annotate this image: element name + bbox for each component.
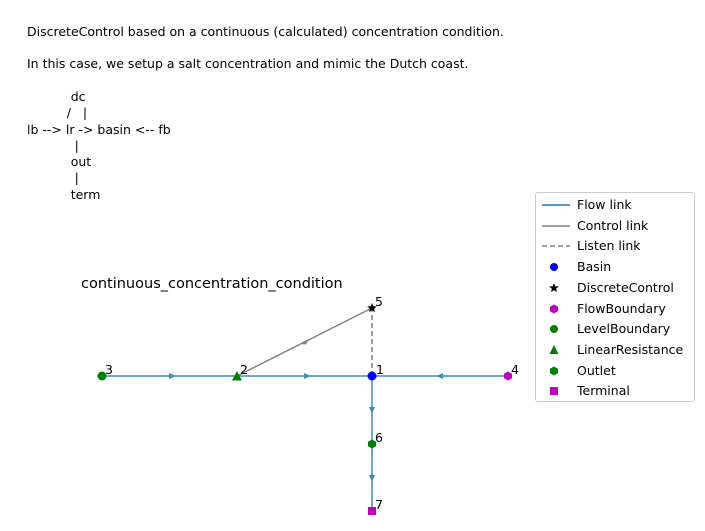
legend-item-discrete-control: DiscreteControl xyxy=(536,278,696,298)
node-label-5: 5 xyxy=(375,294,383,309)
flow-link-swatch xyxy=(542,204,570,206)
node-7-terminal xyxy=(368,507,376,515)
legend-label: Control link xyxy=(577,218,649,233)
terminal-square-icon xyxy=(550,387,558,395)
node-3-level-boundary xyxy=(97,371,107,381)
flow-boundary-hexagon-icon xyxy=(550,304,558,314)
listen-link-swatch xyxy=(542,245,570,247)
node-5-discrete-control xyxy=(367,303,377,312)
node-label-7: 7 xyxy=(375,497,383,512)
ascii-network-sketch: dc / | lb --> lr -> basin <-- fb | out |… xyxy=(27,89,171,202)
legend-item-control-link: Control link xyxy=(536,216,696,236)
legend-item-basin: Basin xyxy=(536,257,696,277)
legend-item-flow-link: Flow link xyxy=(536,195,696,215)
node-4-flow-boundary xyxy=(504,371,512,381)
node-6-outlet xyxy=(368,439,376,449)
legend-item-outlet: Outlet xyxy=(536,361,696,381)
legend-item-linear-resistance: LinearResistance xyxy=(536,340,696,360)
legend-label: DiscreteControl xyxy=(577,280,674,295)
flow-arrow-6-7 xyxy=(369,475,375,482)
flow-links xyxy=(102,375,508,511)
control-link-swatch xyxy=(542,225,570,227)
flow-arrow-2-1 xyxy=(304,373,311,379)
legend-label: LinearResistance xyxy=(577,342,684,357)
node-label-2: 2 xyxy=(240,362,248,377)
legend-item-terminal: Terminal xyxy=(536,381,696,401)
legend-item-listen-link: Listen link xyxy=(536,236,696,256)
flow-arrows xyxy=(169,373,443,482)
diagram-title: continuous_concentration_condition xyxy=(81,276,343,292)
legend-label: FlowBoundary xyxy=(577,301,666,316)
description-line-2: In this case, we setup a salt concentrat… xyxy=(27,56,469,71)
legend-item-flow-boundary: FlowBoundary xyxy=(536,299,696,319)
level-boundary-marker-icon xyxy=(550,325,558,333)
control-arrow-5-2 xyxy=(301,338,309,345)
node-1-basin xyxy=(367,371,377,381)
flow-arrow-1-6 xyxy=(369,407,375,414)
legend-item-level-boundary: LevelBoundary xyxy=(536,319,696,339)
flow-arrow-3-2 xyxy=(169,373,176,379)
node-label-3: 3 xyxy=(105,362,113,377)
legend: Flow link Control link Listen link Basin… xyxy=(535,192,695,402)
legend-label: Terminal xyxy=(577,383,630,398)
legend-label: Listen link xyxy=(577,238,641,253)
outlet-hexagon-icon xyxy=(550,366,558,376)
legend-label: Basin xyxy=(577,259,612,274)
node-label-4: 4 xyxy=(511,362,519,377)
basin-marker-icon xyxy=(550,263,558,271)
legend-label: Outlet xyxy=(577,363,616,378)
legend-label: Flow link xyxy=(577,197,632,212)
linear-resistance-triangle-icon xyxy=(549,345,559,354)
discrete-control-star-icon xyxy=(549,283,559,292)
flow-arrow-4-1 xyxy=(436,373,443,379)
legend-label: LevelBoundary xyxy=(577,321,671,336)
node-label-1: 1 xyxy=(376,362,384,377)
node-2-linear-resistance xyxy=(232,371,242,381)
description-line-1: DiscreteControl based on a continuous (c… xyxy=(27,24,504,39)
node-label-6: 6 xyxy=(375,430,383,445)
